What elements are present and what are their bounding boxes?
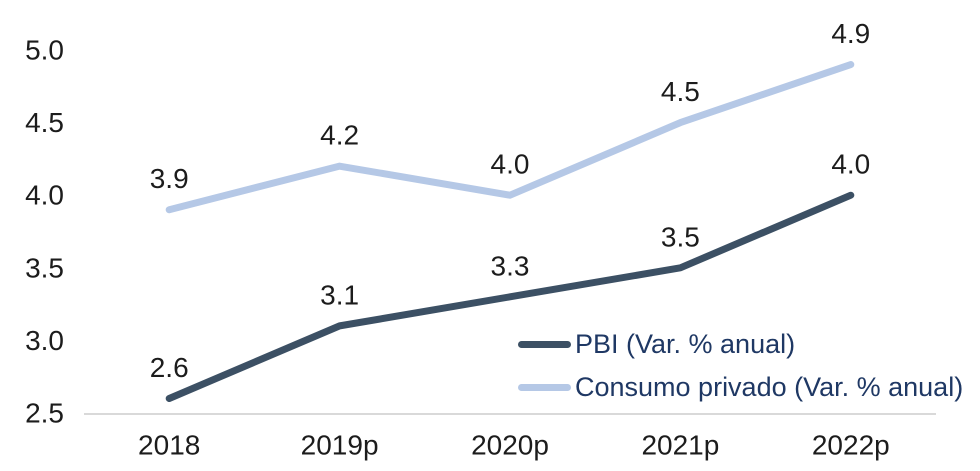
series-line-0 xyxy=(165,191,855,402)
data-label-series0: 3.3 xyxy=(491,250,530,281)
data-label-series0: 2.6 xyxy=(150,352,189,383)
y-tick-label: 5.0 xyxy=(25,35,64,66)
data-label-series1: 4.9 xyxy=(831,18,870,49)
y-tick-label: 3.5 xyxy=(25,252,64,283)
legend-item-pbi: PBI (Var. % anual) xyxy=(518,330,963,359)
legend: PBI (Var. % anual) Consumo privado (Var.… xyxy=(518,330,963,402)
legend-item-consumo: Consumo privado (Var. % anual) xyxy=(518,373,963,402)
x-tick-label: 2019p xyxy=(301,430,379,461)
x-tick-label: 2021p xyxy=(641,430,719,461)
data-label-series1: 4.5 xyxy=(661,76,700,107)
x-tick-label: 2022p xyxy=(812,430,890,461)
consumo-legend-label: Consumo privado (Var. % anual) xyxy=(575,372,964,402)
y-tick-label: 4.5 xyxy=(25,107,64,138)
data-label-series1: 3.9 xyxy=(150,163,189,194)
data-label-series1: 4.0 xyxy=(491,149,530,180)
x-tick-label: 2020p xyxy=(471,430,549,461)
pbi-legend-label: PBI (Var. % anual) xyxy=(575,329,796,359)
data-label-series0: 3.5 xyxy=(661,221,700,252)
data-label-series0: 4.0 xyxy=(831,149,870,180)
data-label-series0: 3.1 xyxy=(320,279,359,310)
consumo-series-swatch xyxy=(518,384,571,391)
series-line-1 xyxy=(165,61,855,214)
x-tick-label: 2018 xyxy=(138,430,200,461)
y-tick-label: 4.0 xyxy=(25,180,64,211)
pbi-series-swatch xyxy=(518,341,571,348)
y-tick-label: 2.5 xyxy=(25,398,64,429)
y-tick-label: 3.0 xyxy=(25,325,64,356)
data-label-series1: 4.2 xyxy=(320,120,359,151)
